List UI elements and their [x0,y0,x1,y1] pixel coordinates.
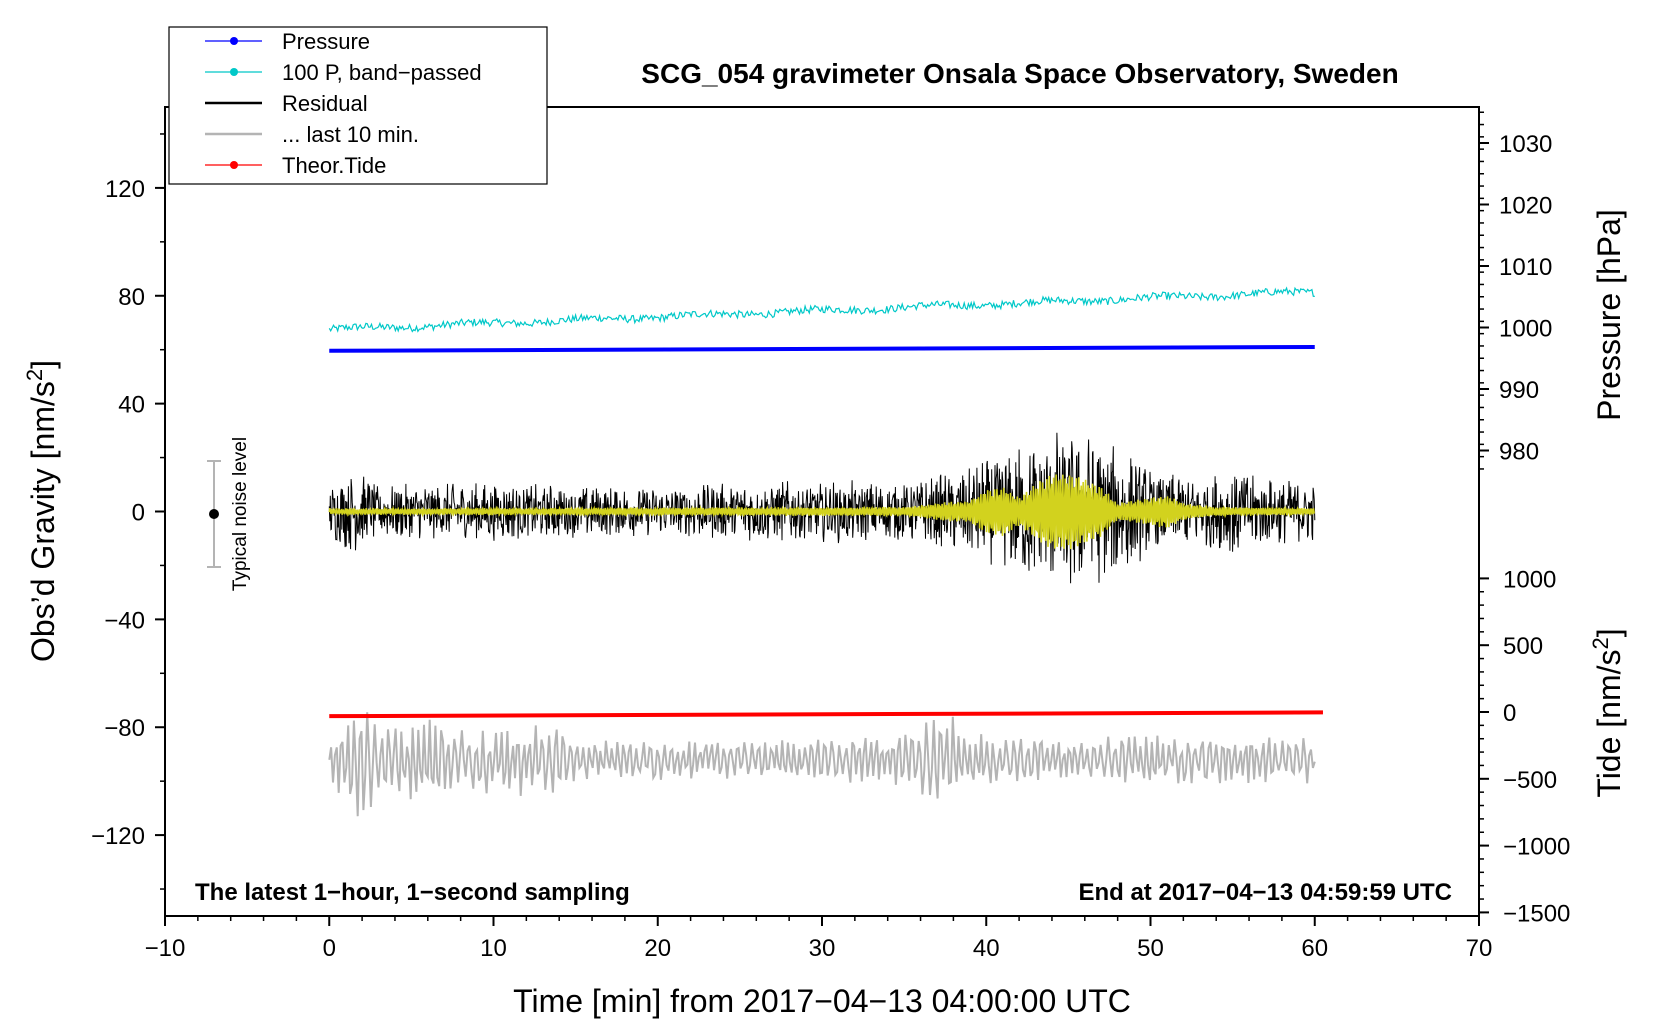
pressure-tick-label: 1020 [1499,193,1552,220]
legend-label: Residual [282,91,368,116]
tide-tick-label: −1000 [1503,834,1570,861]
left-y-axis-label: Obs’d Gravity [nm/s2] [22,360,61,662]
tide-tick-label: −500 [1503,767,1557,794]
series-theoretical-tide [329,710,1323,719]
x-tick-label: −10 [145,935,186,962]
legend-label: Pressure [282,29,370,54]
y-tick-label: −120 [91,823,145,850]
annotation-bottom-right: End at 2017−04−13 04:59:59 UTC [1078,879,1452,906]
annotation-bottom-left: The latest 1−hour, 1−second sampling [195,879,630,906]
x-axis-label: Time [min] from 2017−04−13 04:00:00 UTC [513,983,1131,1019]
pressure-tick-label: 1000 [1499,316,1552,343]
series-bandpassed-pressure [328,286,1315,333]
legend-marker [230,161,238,169]
pressure-tick-label: 1010 [1499,254,1552,281]
x-tick-label: 60 [1301,935,1328,962]
x-tick-label: 40 [973,935,1000,962]
legend-label: Theor.Tide [282,153,386,178]
noise-marker-dot [209,509,219,519]
y-tick-label: 40 [118,392,145,419]
series-pressure [329,345,1315,353]
y-tick-label: 0 [132,500,145,527]
y-tick-label: −40 [104,607,145,634]
x-tick-label: 20 [644,935,671,962]
legend-marker [230,68,238,76]
legend-marker [230,37,238,45]
tide-tick-label: 500 [1503,633,1543,660]
series-filtered-residual [328,474,1315,550]
legend-box [168,26,548,185]
y-tick-label: 120 [105,176,145,203]
y-tick-label: 80 [118,284,145,311]
y-tick-label: −80 [104,715,145,742]
pressure-tick-label: 1030 [1499,131,1552,158]
pressure-axis-label: Pressure [hPa] [1591,209,1627,421]
tide-tick-label: 0 [1503,700,1516,727]
pressure-tick-label: 980 [1499,439,1539,466]
x-tick-label: 30 [809,935,836,962]
legend-label: ... last 10 min. [282,122,419,147]
x-tick-label: 50 [1137,935,1164,962]
legend: Pressure 100 P, band−passed Residual ... la… [168,26,548,185]
series-last-10-min [328,712,1316,817]
legend-label: 100 P, band−passed [282,60,482,85]
pressure-tick-label: 990 [1499,377,1539,404]
tide-tick-label: −1500 [1503,900,1570,927]
series-residual [328,432,1316,584]
x-tick-label: 70 [1466,935,1493,962]
noise-marker-label: Typical noise level [230,437,251,591]
x-tick-label: 10 [480,935,507,962]
tide-tick-label: 1000 [1503,566,1556,593]
x-tick-label: 0 [323,935,336,962]
chart-title: SCG_054 gravimeter Onsala Space Observat… [641,58,1398,89]
tide-axis-label: Tide [nm/s2] [1588,628,1627,797]
